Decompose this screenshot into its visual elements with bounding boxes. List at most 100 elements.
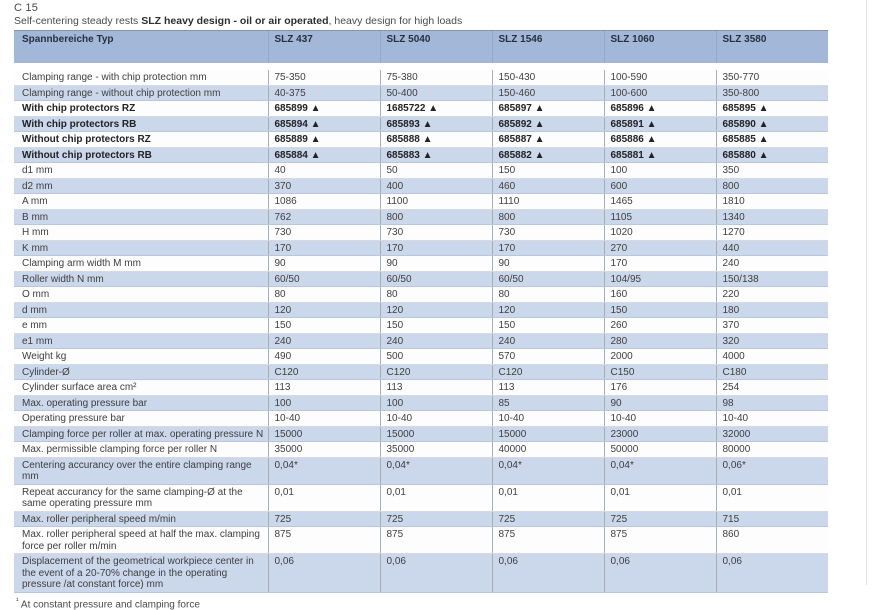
row-label: Cylinder surface area cm² [14, 379, 268, 396]
row-value: 90 [267, 255, 380, 272]
row-value: 440 [715, 240, 828, 256]
row-value: 875 [379, 526, 492, 554]
row-value: 685888 ▲ [379, 131, 492, 148]
row-value: 260 [603, 317, 716, 334]
row-value: 350-770 [715, 66, 828, 86]
row-value: 80 [379, 286, 492, 303]
row-label: H mm [14, 224, 268, 241]
row-value: 150 [603, 302, 716, 318]
table-row: Cylinder-Ø C120 C120 C120 C150 C180 [14, 364, 828, 380]
row-value: 113 [491, 379, 604, 396]
row-label: Centering accurancy over the entire clam… [14, 457, 268, 485]
row-value: C120 [379, 364, 492, 380]
row-label: Clamping arm width M mm [14, 255, 268, 272]
row-value: 800 [491, 209, 604, 225]
row-value: 875 [491, 526, 604, 554]
row-value: 685885 ▲ [715, 131, 828, 148]
row-value: C180 [715, 364, 828, 380]
row-label: Weight kg [14, 348, 268, 365]
row-value: 725 [267, 511, 380, 527]
header-cell-type: Spannbereiche Typ [14, 30, 268, 70]
row-value: 254 [715, 379, 828, 396]
row-value: 113 [379, 379, 492, 396]
row-value: 100 [603, 162, 716, 179]
row-value: 15000 [491, 426, 604, 442]
row-label: Max. operating pressure bar [14, 395, 268, 411]
row-value: 685886 ▲ [603, 131, 716, 148]
row-value: 60/50 [491, 271, 604, 287]
row-value: 0,06 [267, 553, 380, 593]
row-value: 120 [491, 302, 604, 318]
row-value: 50 [379, 162, 492, 179]
row-value: 150 [491, 162, 604, 179]
row-value: 240 [491, 333, 604, 349]
row-value: 100 [267, 395, 380, 411]
row-value: 370 [715, 317, 828, 334]
row-value: 150 [379, 317, 492, 334]
row-label: d1 mm [14, 162, 268, 179]
row-value: 875 [603, 526, 716, 554]
table-row: K mm 170 170 170 270 440 [14, 240, 828, 256]
row-value: 170 [379, 240, 492, 256]
row-label: Max. roller peripheral speed at half the… [14, 526, 268, 554]
row-value: 104/95 [603, 271, 716, 287]
row-value: 98 [715, 395, 828, 411]
row-value: 685896 ▲ [603, 100, 716, 117]
row-value: 160 [603, 286, 716, 303]
row-value: 15000 [379, 426, 492, 442]
row-value: 100-600 [603, 85, 716, 101]
row-value: 150 [267, 317, 380, 334]
page-title: Self-centering steady rests SLZ heavy de… [14, 15, 830, 27]
row-value: 685884 ▲ [267, 147, 380, 163]
row-value: 685893 ▲ [379, 116, 492, 132]
row-value: 280 [603, 333, 716, 349]
table-row: Clamping arm width M mm 90 90 90 170 240 [14, 255, 828, 272]
row-value: 35000 [267, 441, 380, 458]
row-value: 875 [267, 526, 380, 554]
row-value: 350-800 [715, 85, 828, 101]
title-bold-product: SLZ heavy design [141, 15, 234, 27]
row-value: 60/50 [267, 271, 380, 287]
row-value: 240 [715, 255, 828, 272]
row-value: 176 [603, 379, 716, 396]
row-value: 220 [715, 286, 828, 303]
table-row: O mm 80 80 80 160 220 [14, 286, 828, 303]
row-value: 0,06 [715, 553, 828, 593]
row-label: d2 mm [14, 178, 268, 194]
table-row: A mm 1086 1100 1110 1465 1810 [14, 193, 828, 210]
row-label: Cylinder-Ø [14, 364, 268, 380]
row-value: 0,01 [715, 484, 828, 512]
row-value: 685882 ▲ [491, 147, 604, 163]
row-value: 0,06 [379, 553, 492, 593]
row-value: 85 [491, 395, 604, 411]
row-value: 685899 ▲ [267, 100, 380, 117]
row-value: 170 [267, 240, 380, 256]
table-row: B mm 762 800 800 1105 1340 [14, 209, 828, 225]
table-row: Displacement of the geometrical workpiec… [14, 553, 828, 593]
row-value: 730 [379, 224, 492, 241]
row-value: 1685722 ▲ [379, 100, 492, 117]
row-value: 685894 ▲ [267, 116, 380, 132]
title-suffix: , heavy design for high loads [328, 15, 463, 27]
row-value: 40-375 [267, 85, 380, 101]
row-value: 80000 [715, 441, 828, 458]
table-row: Operating pressure bar 10-40 10-40 10-40 10-… [14, 410, 828, 427]
row-value: 0,01 [267, 484, 380, 512]
row-value: 730 [491, 224, 604, 241]
row-value: 150-430 [491, 66, 604, 86]
row-value: 150/138 [715, 271, 828, 287]
table-row: With chip protectors RB 685894 ▲ 685893 ▲ 6… [14, 116, 828, 132]
row-value: 1105 [603, 209, 716, 225]
table-row: Centering accurancy over the entire clam… [14, 457, 828, 485]
row-value: 32000 [715, 426, 828, 442]
row-value: 725 [603, 511, 716, 527]
row-value: 685887 ▲ [491, 131, 604, 148]
row-value: 113 [267, 379, 380, 396]
row-value: 240 [379, 333, 492, 349]
row-value: 1086 [267, 193, 380, 210]
row-value: 50000 [603, 441, 716, 458]
row-value: 75-350 [267, 66, 380, 86]
row-value: 90 [603, 395, 716, 411]
header-cell-slz5040: SLZ 5040 [379, 30, 492, 70]
title-bold-operation: - oil or air operated [233, 15, 329, 27]
